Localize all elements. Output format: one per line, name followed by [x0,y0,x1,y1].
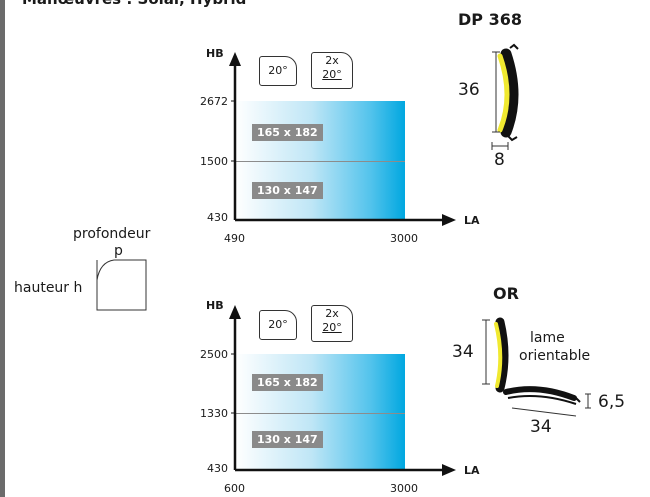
dp368-width-dimension: 8 [494,150,505,170]
chart-top-operating-area [235,101,405,220]
chart-bottom-y-tick-min: 430 [207,462,228,475]
chart-bottom-y-axis-label: HB [206,299,224,312]
chart-top-zone-upper: 165 x 182 [252,124,323,141]
dp368-slat-icon [491,43,519,150]
chart-top-y-tick-min: 430 [207,211,228,224]
chart-bottom-angle-badge-single: 20° [259,310,297,340]
chart-bottom-zone-divider [235,413,405,414]
height-label: hauteur h [14,280,83,296]
angle-value: 20° [268,318,288,331]
chart-bottom-y-tick-max: 2500 [200,348,228,361]
depth-symbol: p [114,243,123,259]
page-heading: Manœuvres : Solar, Hybrid [22,0,246,8]
left-edge-bar [0,0,5,497]
chart-bottom-zone-lower: 130 x 147 [252,431,323,448]
chart-bottom-angle-badge-double: 2x 20° [311,305,353,342]
depth-label: profondeur [73,226,151,242]
chart-bottom-x-tick-max: 3000 [390,482,418,495]
angle-multiplier: 2x [325,307,339,320]
chart-top-y-tick-max: 2672 [200,95,228,108]
chart-bottom-x-axis-label: LA [464,464,480,477]
angle-value: 20° [322,321,342,334]
or-slat-icon [482,317,591,417]
or-height-dimension: 34 [452,342,474,362]
chart-bottom-operating-area [235,354,405,470]
or-note-line2: orientable [519,348,591,364]
dp368-height-dimension: 36 [458,80,480,100]
chart-top-angle-badge-single: 20° [259,56,297,86]
chart-top-y-tick-mid: 1500 [200,155,228,168]
chart-top-angle-badge-double: 2x 20° [311,52,353,89]
chart-top-zone-lower: 130 x 147 [252,182,323,199]
profile-dp368-title: DP 368 [458,10,522,29]
chart-top-y-axis-label: HB [206,47,224,60]
angle-multiplier: 2x [325,54,339,67]
chart-top-x-tick-min: 490 [224,232,245,245]
chart-bottom-x-tick-min: 600 [224,482,245,495]
angle-value: 20° [268,64,288,77]
or-thickness-dimension: 6,5 [598,392,626,412]
profile-or-title: OR [493,284,519,303]
chart-top-x-tick-max: 3000 [390,232,418,245]
box-profile-icon [96,259,147,311]
or-width-dimension: 34 [530,417,552,437]
chart-top-zone-divider [235,161,405,162]
chart-top-x-axis-label: LA [464,214,480,227]
chart-bottom-y-tick-mid: 1330 [200,407,228,420]
or-note-line1: lame [530,330,565,346]
chart-bottom-zone-upper: 165 x 182 [252,374,323,391]
angle-value: 20° [322,68,342,81]
